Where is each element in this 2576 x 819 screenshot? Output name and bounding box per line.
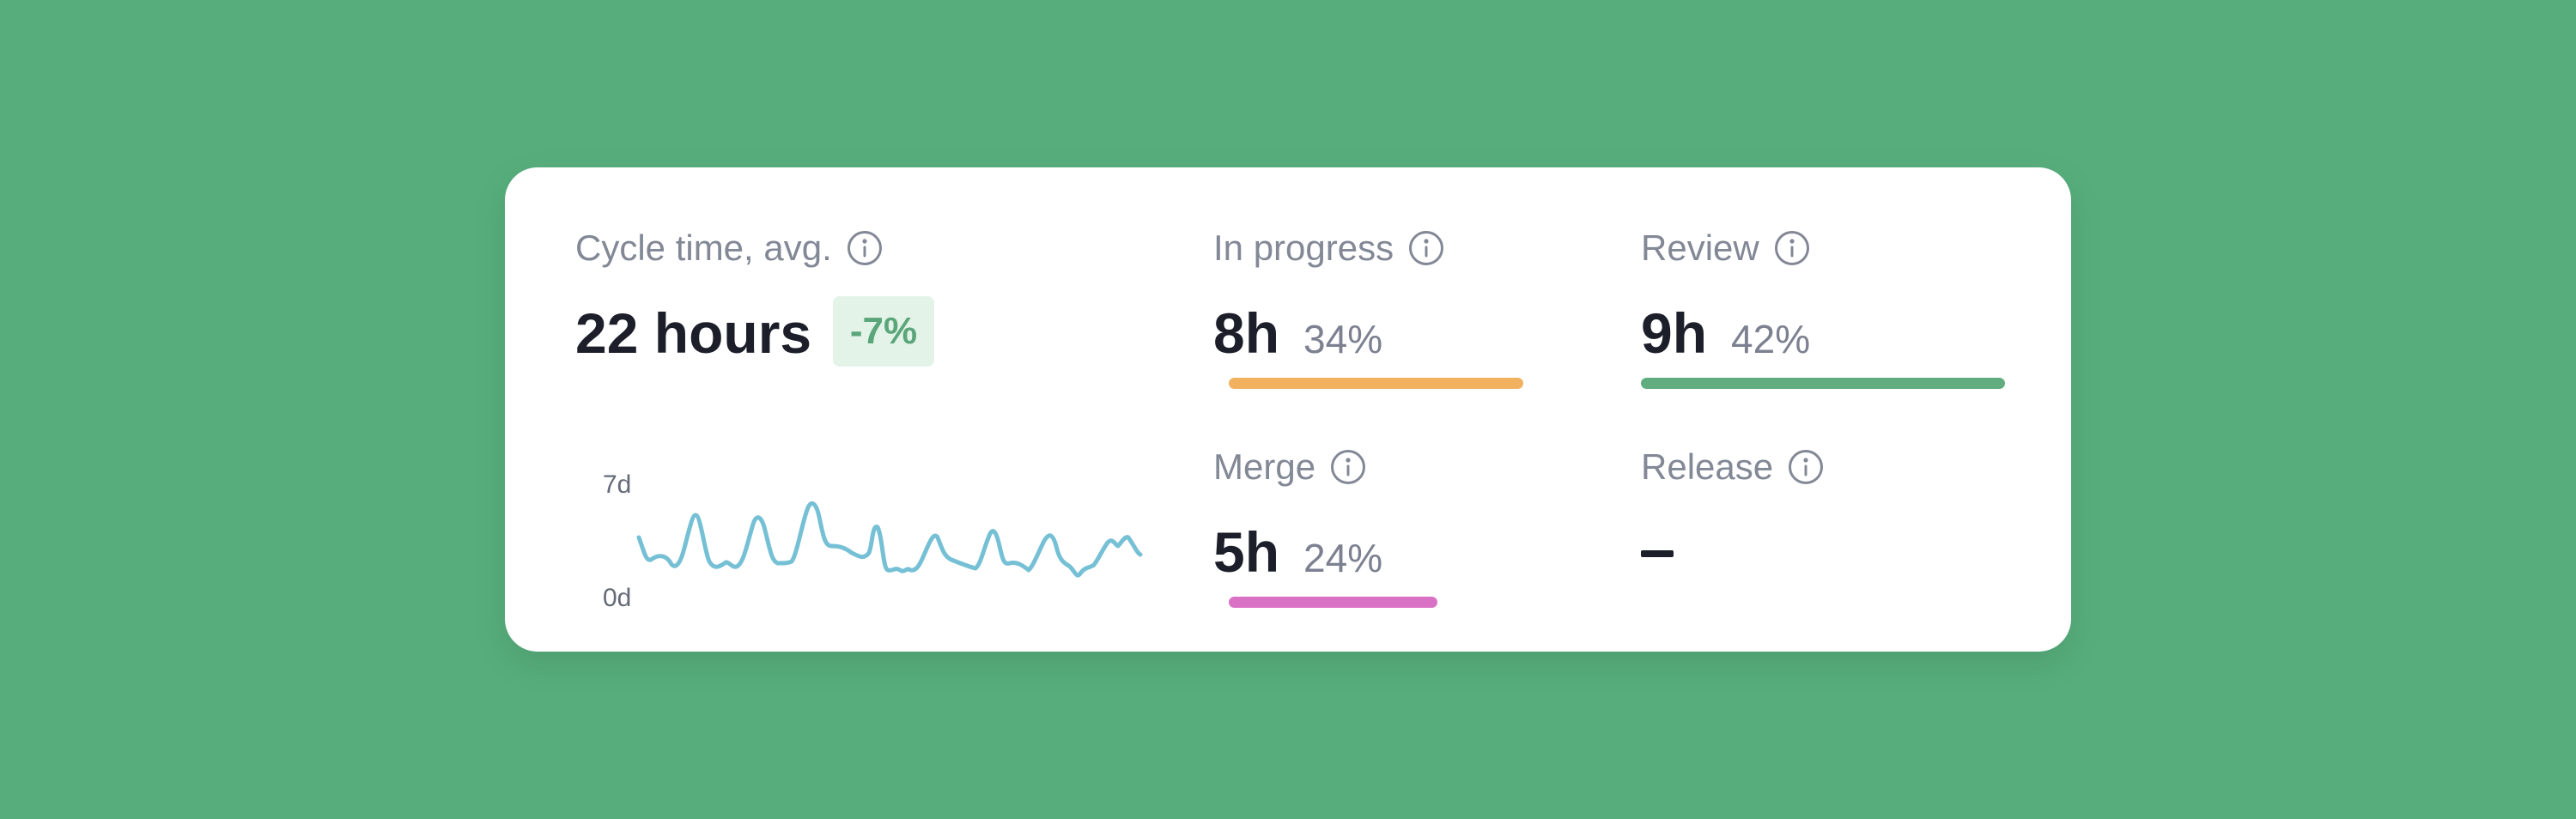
cycle-time-label: Cycle time, avg. [575, 228, 832, 268]
release-header: Release [1641, 448, 1825, 486]
review-header: Review [1641, 229, 1811, 267]
cycle-time-value: 22 hours [575, 301, 812, 365]
review-value-row: 9h 42% [1641, 305, 1810, 361]
sparkline-bottom-label: 0d [603, 584, 632, 612]
review-value: 9h [1641, 301, 1708, 365]
sparkline-line [636, 501, 1143, 578]
review-label: Review [1641, 228, 1759, 268]
in-progress-value-row: 8h 34% [1213, 305, 1382, 361]
info-icon[interactable] [1787, 448, 1825, 486]
delta-badge: -7% [833, 296, 934, 367]
cycle-time-value-row: 22 hours [575, 305, 811, 361]
review-percent: 42% [1731, 317, 1811, 361]
review-bar [1641, 378, 2005, 389]
merge-percent: 24% [1303, 536, 1383, 580]
info-icon[interactable] [1329, 448, 1367, 486]
merge-label: Merge [1213, 446, 1316, 487]
info-icon[interactable] [1407, 229, 1445, 267]
sparkline-top-label: 7d [603, 470, 632, 499]
in-progress-header: In progress [1213, 229, 1445, 267]
release-label: Release [1641, 446, 1774, 487]
info-icon[interactable] [846, 229, 884, 267]
info-icon[interactable] [1773, 229, 1811, 267]
in-progress-bar [1229, 378, 1523, 389]
cycle-time-header: Cycle time, avg. [575, 229, 884, 267]
merge-value-row: 5h 24% [1213, 524, 1382, 580]
merge-value: 5h [1213, 520, 1280, 584]
in-progress-label: In progress [1213, 228, 1394, 268]
in-progress-value: 8h [1213, 301, 1280, 365]
release-empty-value [1641, 550, 1674, 557]
merge-header: Merge [1213, 448, 1367, 486]
merge-bar [1229, 597, 1437, 608]
in-progress-percent: 34% [1303, 317, 1383, 361]
cycle-time-card: Cycle time, avg. 22 hours -7% 7d 0d In p… [505, 167, 2071, 652]
cycle-time-sparkline [636, 501, 1143, 578]
